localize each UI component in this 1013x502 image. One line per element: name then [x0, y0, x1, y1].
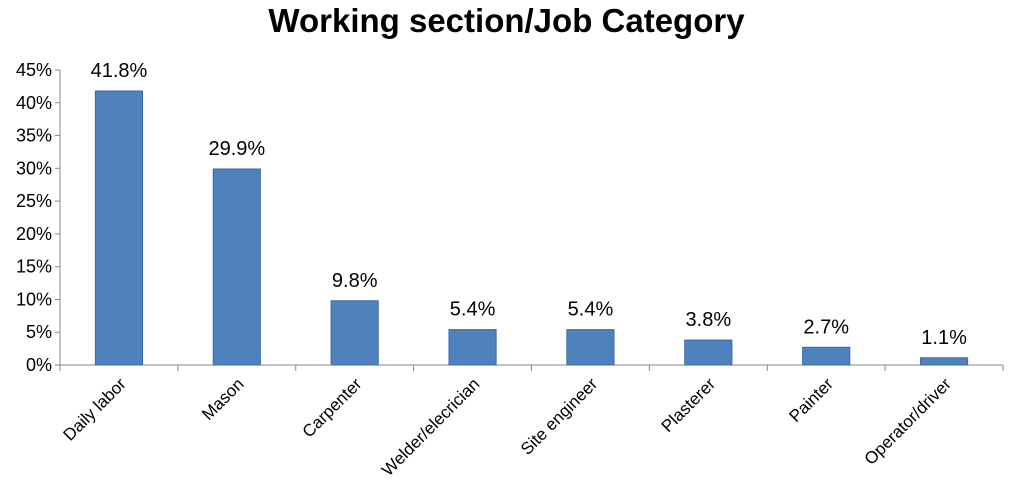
- y-tick-label: 25%: [16, 191, 52, 211]
- y-tick-label: 5%: [26, 322, 52, 342]
- bar: [684, 339, 733, 366]
- category-label: Site engineer: [517, 374, 602, 459]
- bars: [94, 90, 969, 366]
- category-label: Mason: [198, 374, 248, 424]
- chart-title: Working section/Job Category: [268, 2, 745, 39]
- category-label: Operator/driver: [861, 374, 956, 469]
- y-tick-label: 10%: [16, 289, 52, 309]
- y-tick-label: 0%: [26, 355, 52, 375]
- bar: [802, 346, 851, 366]
- data-label: 29.9%: [208, 138, 265, 160]
- data-label: 2.7%: [803, 316, 849, 338]
- data-label: 5.4%: [450, 299, 496, 321]
- data-label: 1.1%: [921, 327, 967, 349]
- bar: [448, 329, 497, 366]
- data-label: 5.4%: [568, 299, 614, 321]
- x-axis-ticks: [59, 365, 1004, 371]
- data-labels: 41.8% 29.9% 9.8% 5.4% 5.4% 3.8% 2.7% 1.1%: [91, 60, 967, 349]
- bar: [212, 168, 261, 366]
- y-tick-label: 45%: [16, 60, 52, 80]
- bar: [566, 329, 615, 366]
- data-label: 3.8%: [686, 309, 732, 331]
- data-label: 41.8%: [91, 60, 148, 82]
- category-label: Painter: [785, 374, 837, 426]
- data-label: 9.8%: [332, 270, 378, 292]
- bar: [330, 300, 379, 366]
- bar: [94, 90, 144, 366]
- bar: [919, 357, 969, 366]
- y-tick-label: 20%: [16, 224, 52, 244]
- y-tick-label: 15%: [16, 257, 52, 277]
- category-label: Carpenter: [299, 374, 366, 441]
- y-tick-label: 35%: [16, 126, 52, 146]
- y-tick-label: 40%: [16, 93, 52, 113]
- category-label: Daily labor: [60, 374, 130, 444]
- category-label: Plasterer: [658, 374, 720, 436]
- category-label: Welder/elecrician: [378, 374, 483, 479]
- y-axis-ticks: 0% 5% 10% 15% 20% 25% 30% 35% 40% 45%: [16, 60, 60, 375]
- y-tick-label: 30%: [16, 158, 52, 178]
- category-labels: Daily labor Mason Carpenter Welder/elecrici…: [60, 374, 956, 480]
